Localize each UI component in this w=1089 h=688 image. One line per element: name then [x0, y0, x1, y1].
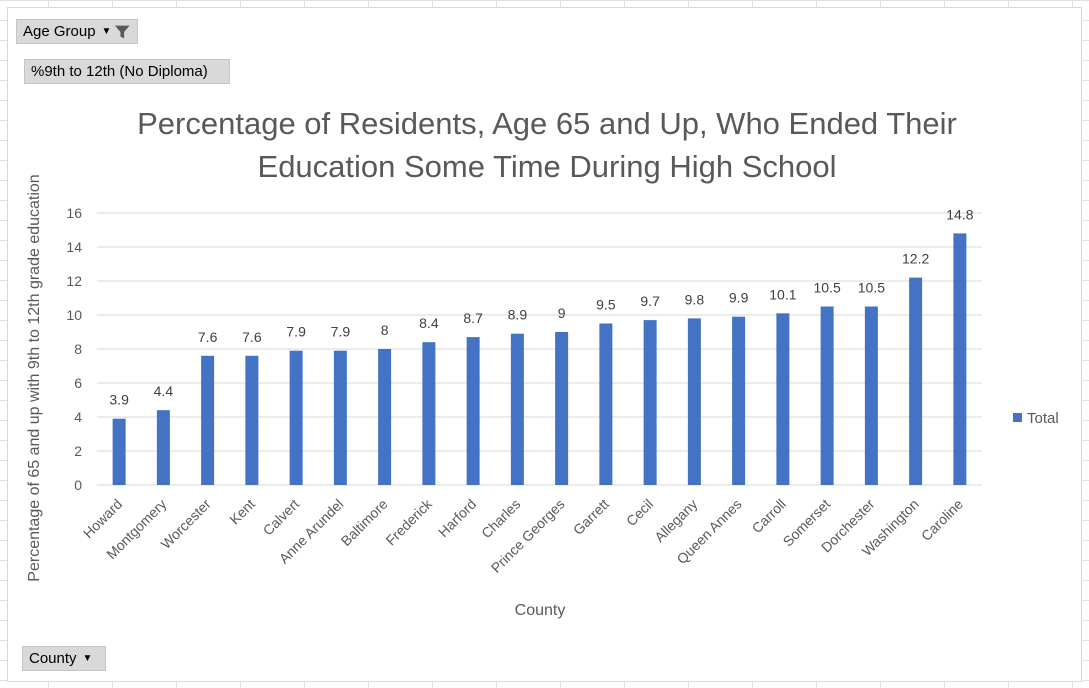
data-label: 10.5: [814, 280, 841, 296]
bar: [245, 355, 259, 485]
bar: [599, 323, 613, 485]
data-label: 9: [558, 305, 566, 321]
x-tick-label: Cecil: [623, 496, 656, 529]
x-tick-label: Calvert: [260, 496, 303, 539]
y-tick-label: 2: [74, 443, 82, 459]
x-tick-label: Carroll: [749, 496, 789, 536]
y-tick-label: 8: [74, 341, 82, 357]
data-label: 7.9: [286, 324, 306, 340]
y-tick-label: 0: [74, 477, 82, 493]
x-tick-label: Kent: [226, 496, 258, 528]
data-label: 4.4: [154, 383, 174, 399]
value-field-label: %9th to 12th (No Diploma): [31, 63, 208, 80]
data-label: 3.9: [109, 392, 129, 408]
legend-swatch: [1013, 413, 1022, 422]
bar: [953, 233, 967, 485]
y-tick-label: 12: [66, 273, 82, 289]
data-label: 8: [381, 322, 389, 338]
chart-title: Percentage of Residents, Age 65 and Up, …: [137, 106, 957, 141]
bar: [643, 320, 657, 485]
data-label: 7.6: [242, 329, 262, 345]
data-label: 9.5: [596, 297, 616, 313]
bar: [289, 350, 303, 485]
data-label: 12.2: [902, 251, 929, 267]
county-axis-field-button[interactable]: County ▼: [22, 646, 106, 671]
x-tick-label: Garrett: [570, 496, 612, 538]
chart-area[interactable]: [7, 7, 1082, 682]
age-group-filter-button[interactable]: Age Group ▼: [16, 19, 138, 44]
data-label: 9.8: [685, 291, 705, 307]
data-label: 7.9: [331, 324, 351, 340]
bar: [776, 313, 790, 485]
y-tick-label: 6: [74, 375, 82, 391]
data-label: 8.4: [419, 315, 439, 331]
data-label: 10.5: [858, 280, 885, 296]
legend-label: Total: [1027, 410, 1059, 427]
data-label: 8.7: [463, 310, 483, 326]
bar: [864, 306, 878, 485]
bar: [820, 306, 834, 485]
data-label: 7.6: [198, 329, 218, 345]
data-label: 10.1: [769, 286, 796, 302]
data-label: 9.9: [729, 290, 749, 306]
funnel-filter-icon: [115, 25, 131, 38]
y-tick-label: 14: [66, 239, 82, 255]
bar: [201, 355, 215, 485]
bar: [112, 418, 126, 485]
chart-title: Education Some Time During High School: [258, 149, 837, 184]
x-tick-label: Baltimore: [338, 496, 391, 549]
dropdown-arrow-icon: ▼: [82, 653, 93, 664]
y-tick-label: 4: [74, 409, 82, 425]
value-field-button[interactable]: %9th to 12th (No Diploma): [24, 59, 230, 84]
x-tick-label: Harford: [435, 496, 479, 540]
x-axis-title: County: [515, 602, 566, 619]
data-label: 14.8: [946, 206, 973, 222]
bar: [510, 333, 524, 485]
y-tick-label: 10: [66, 307, 82, 323]
bar: [909, 277, 923, 485]
y-tick-label: 16: [66, 205, 82, 221]
data-label: 8.9: [508, 307, 528, 323]
bar: [555, 332, 569, 485]
county-axis-field-label: County: [29, 650, 77, 667]
bar: [333, 350, 347, 485]
x-tick-label: Caroline: [918, 496, 966, 544]
bar: [156, 410, 170, 485]
bar: [466, 337, 480, 485]
dropdown-arrow-icon: ▼: [101, 26, 112, 37]
bar: [732, 316, 746, 485]
y-axis-title: Percentage of 65 and up with 9th to 12th…: [26, 174, 43, 581]
data-label: 9.7: [640, 293, 660, 309]
bar: [687, 318, 701, 485]
bar: [422, 342, 436, 485]
bar: [378, 349, 392, 485]
x-tick-label: Frederick: [382, 495, 435, 548]
age-group-filter-label: Age Group: [23, 23, 96, 40]
